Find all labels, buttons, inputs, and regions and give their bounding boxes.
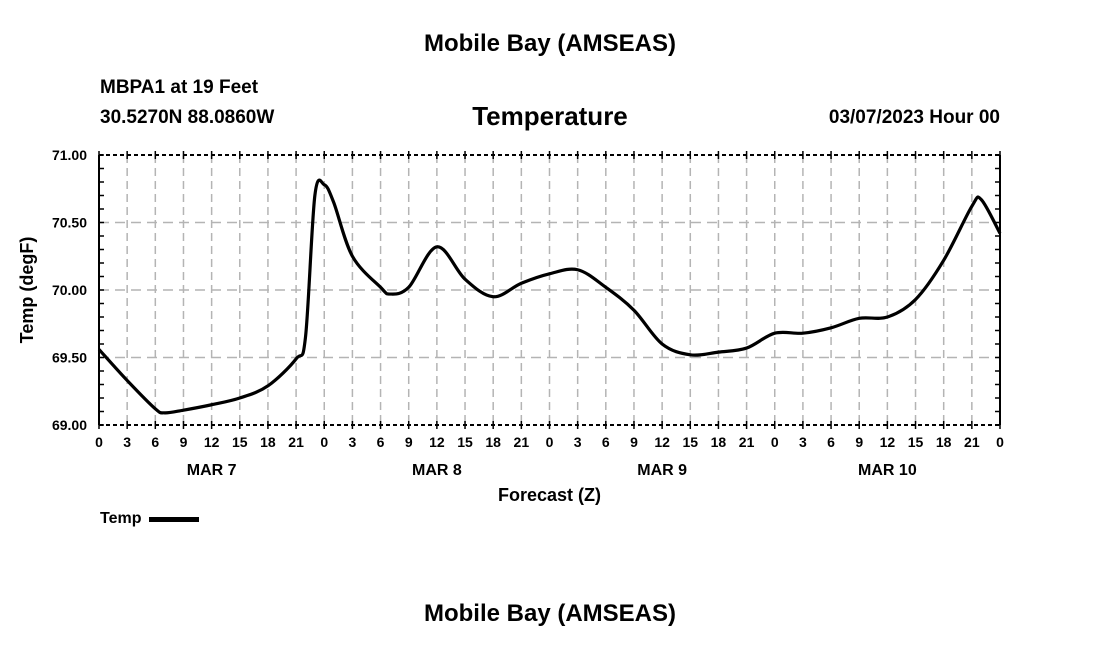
x-tick-label: 21: [739, 434, 755, 450]
x-axis-title: Forecast (Z): [498, 485, 601, 505]
y-tick-label: 70.50: [52, 215, 87, 231]
x-tick-label: 0: [546, 434, 554, 450]
legend-label: Temp: [100, 510, 142, 527]
x-tick-label: 12: [880, 434, 896, 450]
footer-title: Mobile Bay (AMSEAS): [423, 600, 677, 627]
legend-swatch: [149, 516, 200, 522]
x-tick-label: 9: [180, 434, 188, 450]
x-tick-label: 12: [654, 434, 670, 450]
y-tick-label: 69.00: [52, 417, 87, 433]
x-tick-label: 6: [602, 434, 610, 450]
series-line-temp: [97, 178, 1002, 415]
x-tick-label: 15: [232, 434, 248, 450]
coordinates-label: 30.5270N 88.0860W: [100, 107, 275, 128]
chart-subtitle: Temperature: [472, 101, 628, 131]
y-tick-label: 71.00: [52, 147, 87, 163]
x-tick-label: 6: [377, 434, 385, 450]
day-label: MAR 10: [858, 462, 917, 479]
y-tick-label: 69.50: [52, 350, 87, 366]
day-label: MAR 7: [187, 462, 237, 479]
x-tick-label: 18: [260, 434, 276, 450]
x-tick-label: 18: [485, 434, 501, 450]
x-tick-label: 21: [514, 434, 530, 450]
chart-title: Mobile Bay (AMSEAS): [423, 30, 677, 57]
forecast-date: 03/07/2023 Hour 00: [828, 107, 1000, 128]
x-tick-label: 6: [151, 434, 159, 450]
legend: Temp: [100, 510, 200, 528]
x-tick-label: 15: [682, 434, 698, 450]
x-tick-label: 15: [457, 434, 473, 450]
x-tick-label: 15: [908, 434, 924, 450]
x-tick-label: 0: [320, 434, 328, 450]
x-tick-label: 21: [964, 434, 980, 450]
y-tick-label: 70.00: [52, 282, 87, 298]
x-tick-label: 3: [123, 434, 131, 450]
y-axis-title: Temp (degF): [17, 237, 37, 344]
x-tick-label: 18: [711, 434, 727, 450]
x-tick-label: 6: [827, 434, 835, 450]
x-tick-label: 18: [936, 434, 952, 450]
station-label: MBPA1 at 19 Feet: [100, 77, 259, 98]
day-label: MAR 8: [412, 462, 462, 479]
x-tick-label: 3: [349, 434, 357, 450]
x-tick-label: 3: [574, 434, 582, 450]
x-tick-label: 21: [288, 434, 304, 450]
x-tick-label: 12: [429, 434, 445, 450]
x-tick-label: 0: [95, 434, 103, 450]
x-tick-label: 9: [855, 434, 863, 450]
day-label: MAR 9: [637, 462, 687, 479]
x-tick-label: 0: [771, 434, 779, 450]
x-tick-label: 12: [204, 434, 220, 450]
x-tick-label: 9: [405, 434, 413, 450]
x-tick-label: 3: [799, 434, 807, 450]
x-tick-label: 9: [630, 434, 638, 450]
x-tick-label: 0: [996, 434, 1004, 450]
